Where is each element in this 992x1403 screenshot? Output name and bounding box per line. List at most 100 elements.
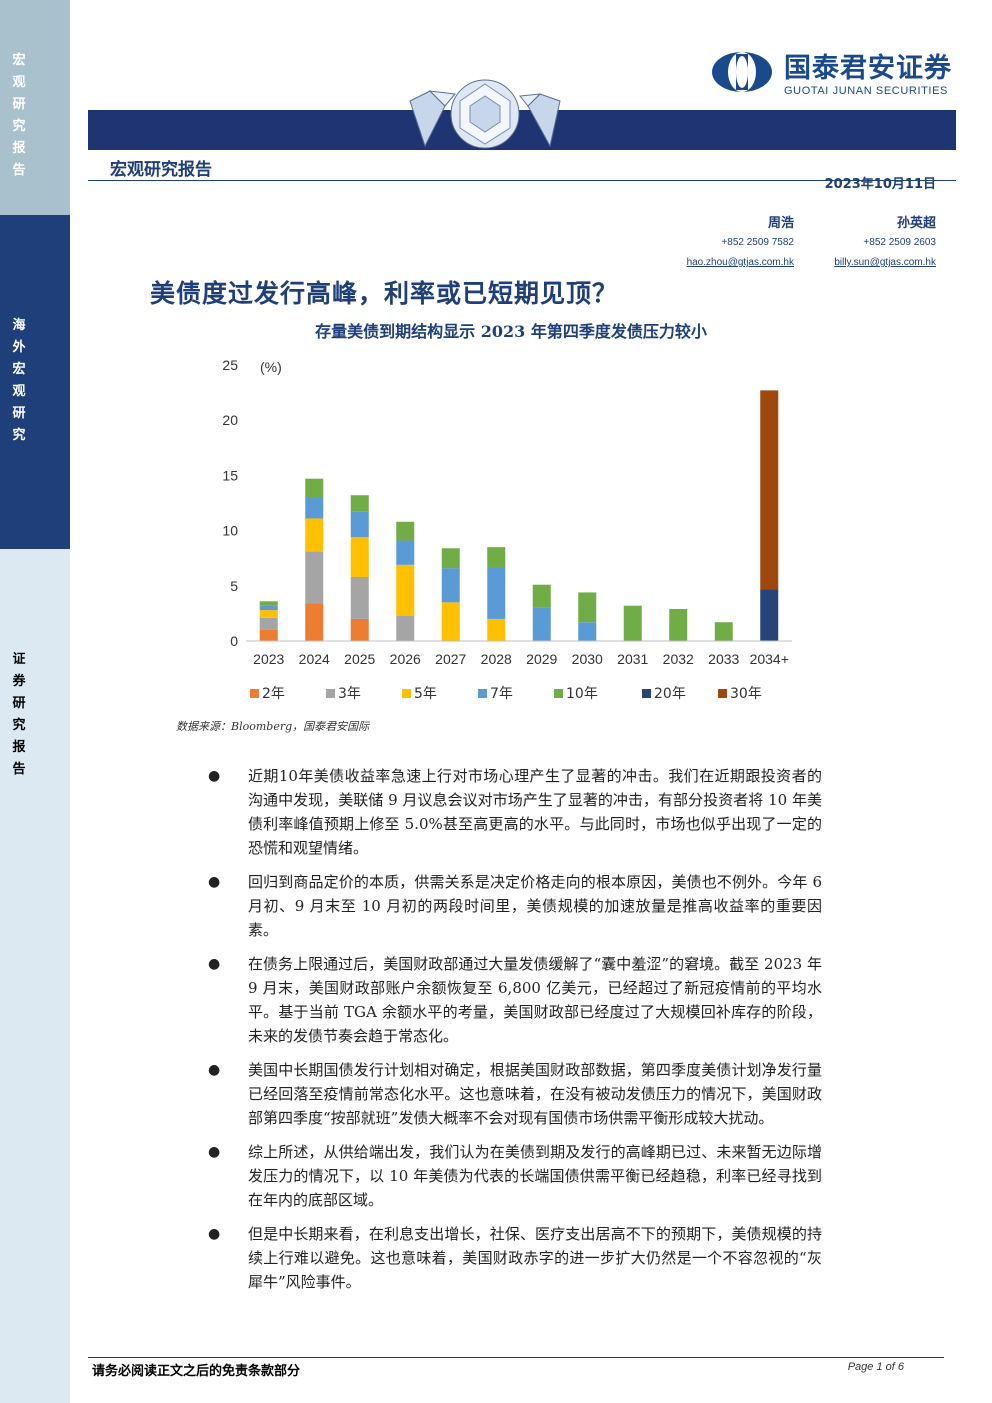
legend-item: 5年 (402, 683, 478, 703)
bar-segment (350, 511, 369, 538)
y-tick-label: 10 (222, 523, 238, 539)
bullet-dot-icon: ● (208, 1062, 221, 1078)
y-tick-label: 25 (222, 357, 238, 373)
sidebar-section-overseas: 海外宏观研究 (0, 215, 70, 549)
bullet-point: ● 近期10年美债收益率急速上行对市场心理产生了显著的冲击。我们在近期跟投资者的沟… (200, 764, 822, 860)
bar-segment (441, 602, 460, 641)
author-card: 周浩 +852 2509 7582 hao.zhou@gtjas.com.hk (664, 212, 794, 268)
bar-segment (487, 567, 506, 619)
x-tick-label: 2032 (663, 651, 694, 667)
bar-segment (441, 568, 460, 603)
bar-segment (305, 551, 324, 604)
bar-segment (350, 495, 369, 512)
bar-segment (532, 584, 551, 608)
x-tick-label: 2025 (344, 651, 375, 667)
bullet-point: ● 综上所述，从供给端出发，我们认为在美债到期及发行的高峰期已过、未来暂无边际增发… (200, 1140, 822, 1212)
bar-segment (760, 589, 779, 641)
report-type-label: 宏观研究报告 (110, 160, 212, 180)
legend-swatch (326, 688, 335, 698)
bullet-point: ● 美国中长期国债发行计划相对确定，根据美国财政部数据，第四季度美债计划净发行量已… (200, 1058, 822, 1130)
x-tick-label: 2024 (299, 651, 330, 667)
report-date: 2023年10月11日 (824, 177, 936, 192)
author-name: 孙英超 (896, 216, 936, 231)
bar-segment (305, 478, 324, 498)
x-tick-label: 2026 (390, 651, 421, 667)
report-title: 美债度过发行高峰，利率或已短期见顶？ (150, 279, 619, 308)
bar-segment (259, 629, 278, 641)
sidebar-label-macro: 宏观研究报告 (12, 53, 26, 178)
legend-swatch (402, 688, 411, 698)
bullet-dot-icon: ● (208, 1226, 221, 1242)
bullet-dot-icon: ● (208, 956, 221, 972)
bar-segment (259, 601, 278, 606)
bar-segment (760, 390, 779, 590)
author-email-link[interactable]: hao.zhou@gtjas.com.hk (686, 257, 794, 268)
footer-divider (88, 1357, 944, 1358)
legend-label: 10年 (566, 686, 598, 702)
x-tick-label: 2033 (708, 651, 739, 667)
bar-segment (259, 617, 278, 630)
legend-label: 2年 (262, 686, 285, 702)
bar-segment (350, 618, 369, 641)
legend-label: 30年 (730, 686, 762, 702)
bullet-text: 综上所述，从供给端出发，我们认为在美债到期及发行的高峰期已过、未来暂无边际增发压… (248, 1143, 822, 1209)
brand-text: 国泰君安证券 GUOTAI JUNAN SECURITIES (784, 46, 952, 97)
bar-segment (487, 547, 506, 568)
key-points-list: ● 近期10年美债收益率急速上行对市场心理产生了显著的冲击。我们在近期跟投资者的沟… (200, 764, 822, 1304)
bar-segment (305, 603, 324, 641)
legend-label: 20年 (654, 686, 686, 702)
bullet-text: 但是中长期来看，在利息支出增长，社保、医疗支出居高不下的预期下，美债规模的持续上… (248, 1225, 822, 1291)
author-email-link[interactable]: billy.sun@gtjas.com.hk (834, 257, 936, 268)
bar-segment (305, 497, 324, 519)
x-tick-label: 2034+ (750, 651, 789, 667)
author-name: 周浩 (767, 216, 794, 231)
bar-segment (669, 608, 688, 641)
sidebar-label-securities: 证券研究报告 (12, 652, 26, 777)
legend-swatch (642, 688, 651, 698)
sidebar-section-securities: 证券研究报告 (0, 549, 70, 1403)
bar-segment (396, 615, 415, 641)
legend-label: 5年 (414, 686, 437, 702)
legend-item: 30年 (718, 683, 794, 703)
legend-item: 7年 (478, 683, 554, 703)
bullet-point: ● 回归到商品定价的本质，供需关系是决定价格走向的根本原因，美债也不例外。今年 6… (200, 870, 822, 942)
bullet-text: 近期10年美债收益率急速上行对市场心理产生了显著的冲击。我们在近期跟投资者的沟通… (248, 767, 822, 857)
author-phone: +852 2509 7582 (721, 237, 794, 248)
bar-segment (714, 622, 733, 641)
bar-segment (441, 548, 460, 569)
bullet-dot-icon: ● (208, 768, 221, 784)
legend-item: 20年 (642, 683, 718, 703)
y-tick-label: 20 (222, 412, 238, 428)
legend-item: 3年 (326, 683, 402, 703)
x-tick-label: 2029 (526, 651, 557, 667)
chart-unit-label: (%) (260, 359, 282, 375)
bar-segment (623, 605, 642, 641)
bullet-text: 美国中长期国债发行计划相对确定，根据美国财政部数据，第四季度美债计划净发行量已经… (248, 1061, 822, 1127)
x-tick-label: 2028 (481, 651, 512, 667)
legend-item: 2年 (250, 683, 326, 703)
bar-segment (578, 622, 597, 641)
bar-segment (396, 521, 415, 541)
brand-name-en: GUOTAI JUNAN SECURITIES (784, 85, 948, 97)
bullet-point: ● 但是中长期来看，在利息支出增长，社保、医疗支出居高不下的预期下，美债规模的持续… (200, 1222, 822, 1294)
bullet-text: 在债务上限通过后，美国财政部通过大量发债缓解了“囊中羞涩”的窘境。截至 2023… (248, 955, 822, 1045)
author-card: 孙英超 +852 2509 2603 billy.sun@gtjas.com.h… (806, 212, 936, 268)
y-tick-label: 0 (230, 633, 238, 649)
chart-legend: 2年 3年 5年 7年 10年 20年 30年 (250, 683, 794, 703)
brand-logo: 国泰君安证券 GUOTAI JUNAN SECURITIES (710, 46, 952, 97)
bar-segment (578, 592, 597, 623)
bullet-dot-icon: ● (208, 874, 221, 890)
y-tick-label: 15 (222, 467, 238, 483)
bar-segment (305, 518, 324, 552)
chart-source: 数据来源：Bloomberg，国泰君安国际 (176, 720, 370, 733)
legend-swatch (718, 688, 727, 698)
x-tick-label: 2030 (572, 651, 603, 667)
legend-swatch (554, 688, 563, 698)
bar-segment (259, 605, 278, 611)
bar-segment (350, 576, 369, 619)
x-tick-label: 2027 (435, 651, 466, 667)
sidebar-section-macro: 宏观研究报告 (0, 0, 70, 215)
bar-segment (259, 610, 278, 618)
bar-segment (532, 607, 551, 641)
